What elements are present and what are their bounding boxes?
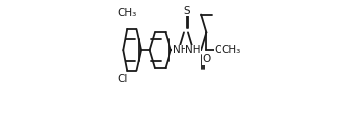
- Text: O: O: [202, 54, 210, 64]
- Text: Cl: Cl: [117, 74, 128, 84]
- Text: CH₃: CH₃: [222, 45, 241, 55]
- Text: S: S: [183, 6, 190, 16]
- Text: NH: NH: [173, 45, 189, 55]
- Text: NH: NH: [186, 45, 201, 55]
- Text: O: O: [214, 45, 223, 55]
- Text: CH₃: CH₃: [118, 8, 137, 18]
